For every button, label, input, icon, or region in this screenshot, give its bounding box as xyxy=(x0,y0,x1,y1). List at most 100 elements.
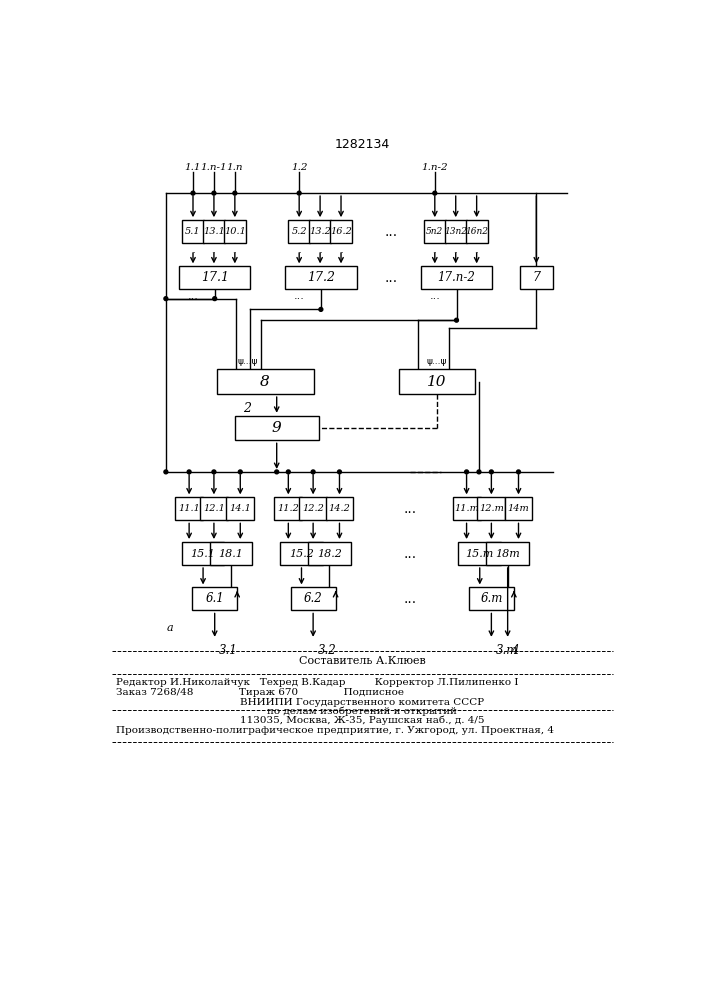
Circle shape xyxy=(319,307,323,311)
Bar xyxy=(308,542,351,565)
Bar xyxy=(452,497,481,520)
Bar xyxy=(235,416,319,440)
Bar xyxy=(399,369,475,394)
Text: 3.1: 3.1 xyxy=(219,644,238,657)
Text: 17.1: 17.1 xyxy=(201,271,228,284)
Text: 1.2: 1.2 xyxy=(291,163,308,172)
Text: 10.1: 10.1 xyxy=(224,227,246,236)
Text: ...: ... xyxy=(384,225,397,239)
Text: 14.1: 14.1 xyxy=(229,504,251,513)
Circle shape xyxy=(517,470,520,474)
Text: Составитель А.Клюев: Составитель А.Клюев xyxy=(298,656,426,666)
Circle shape xyxy=(477,470,481,474)
Text: ...: ... xyxy=(404,502,416,516)
Bar xyxy=(424,220,445,243)
Text: 1.п-1: 1.п-1 xyxy=(201,163,227,172)
Bar xyxy=(274,497,303,520)
Text: 6.2: 6.2 xyxy=(304,592,322,605)
Circle shape xyxy=(489,470,493,474)
Bar xyxy=(285,266,356,289)
Text: 3.2: 3.2 xyxy=(317,644,337,657)
Text: ..: .. xyxy=(211,246,216,255)
Text: 5п2: 5п2 xyxy=(426,227,443,236)
Bar xyxy=(421,266,492,289)
Text: 6.m: 6.m xyxy=(480,592,503,605)
Text: 12.m: 12.m xyxy=(479,504,504,513)
Circle shape xyxy=(238,470,243,474)
Bar xyxy=(280,542,323,565)
Bar xyxy=(291,587,336,610)
Text: 3.m: 3.m xyxy=(496,644,518,657)
Circle shape xyxy=(213,297,216,301)
Text: ..: .. xyxy=(453,246,458,255)
Text: ...: ... xyxy=(293,291,305,301)
Text: по делам изобретений и открытий: по делам изобретений и открытий xyxy=(267,707,457,716)
Text: 11.1: 11.1 xyxy=(178,504,200,513)
Circle shape xyxy=(455,318,458,322)
Text: 9: 9 xyxy=(271,421,281,435)
Bar xyxy=(288,220,310,243)
Bar xyxy=(210,542,252,565)
Text: ..: .. xyxy=(297,246,302,255)
Circle shape xyxy=(286,470,291,474)
Text: 16п2: 16п2 xyxy=(465,227,488,236)
Bar xyxy=(469,587,514,610)
Circle shape xyxy=(275,470,279,474)
Bar xyxy=(216,369,313,394)
Text: ..: .. xyxy=(191,246,195,255)
Text: Производственно-полиграфическое предприятие, г. Ужгород, ул. Проектная, 4: Производственно-полиграфическое предприя… xyxy=(115,726,554,735)
Circle shape xyxy=(191,191,195,195)
Bar xyxy=(175,497,203,520)
Text: 113035, Москва, Ж-35, Раушская наб., д. 4/5: 113035, Москва, Ж-35, Раушская наб., д. … xyxy=(240,716,484,725)
Text: ψ...ψ: ψ...ψ xyxy=(238,357,258,366)
Text: 12.1: 12.1 xyxy=(203,504,225,513)
Text: ..: .. xyxy=(433,246,437,255)
Text: ψ...ψ: ψ...ψ xyxy=(427,357,448,366)
Text: 14m: 14m xyxy=(508,504,530,513)
Circle shape xyxy=(311,470,315,474)
Text: 7: 7 xyxy=(532,271,540,284)
Circle shape xyxy=(164,470,168,474)
Text: 16.2: 16.2 xyxy=(330,227,352,236)
Text: ...: ... xyxy=(187,291,199,301)
Text: 11.2: 11.2 xyxy=(277,504,299,513)
Bar xyxy=(520,266,553,289)
Text: 14.2: 14.2 xyxy=(329,504,351,513)
Bar xyxy=(445,220,467,243)
Text: ..: .. xyxy=(233,246,238,255)
Text: 18m: 18m xyxy=(496,549,520,559)
Bar xyxy=(192,587,237,610)
Text: 6.1: 6.1 xyxy=(205,592,224,605)
Circle shape xyxy=(337,470,341,474)
Text: 2: 2 xyxy=(243,402,251,415)
Text: 1282134: 1282134 xyxy=(334,138,390,151)
Text: 15.m: 15.m xyxy=(466,549,494,559)
Text: 13п2: 13п2 xyxy=(444,227,467,236)
Bar xyxy=(325,497,354,520)
Text: 8: 8 xyxy=(260,375,270,389)
Circle shape xyxy=(464,470,469,474)
Text: 13.2: 13.2 xyxy=(309,227,331,236)
Bar xyxy=(200,497,228,520)
Bar xyxy=(179,266,250,289)
Text: 18.2: 18.2 xyxy=(317,549,342,559)
Bar xyxy=(505,497,532,520)
Circle shape xyxy=(212,470,216,474)
Text: a: a xyxy=(166,623,173,633)
Text: 17.п-2: 17.п-2 xyxy=(438,271,475,284)
Text: ..: .. xyxy=(474,246,479,255)
Text: 1.1: 1.1 xyxy=(185,163,201,172)
Bar xyxy=(309,220,331,243)
Text: ...: ... xyxy=(429,291,440,301)
Circle shape xyxy=(297,191,301,195)
Circle shape xyxy=(187,470,191,474)
Text: ..: .. xyxy=(339,246,344,255)
Text: Заказ 7268/48              Тираж 670              Подписное: Заказ 7268/48 Тираж 670 Подписное xyxy=(115,688,404,697)
Text: 10: 10 xyxy=(427,375,447,389)
Text: 4: 4 xyxy=(512,644,519,657)
Text: ..: .. xyxy=(317,246,322,255)
Circle shape xyxy=(433,191,437,195)
Text: 1.п-2: 1.п-2 xyxy=(421,163,448,172)
Text: 1.п: 1.п xyxy=(227,163,243,172)
Circle shape xyxy=(212,191,216,195)
